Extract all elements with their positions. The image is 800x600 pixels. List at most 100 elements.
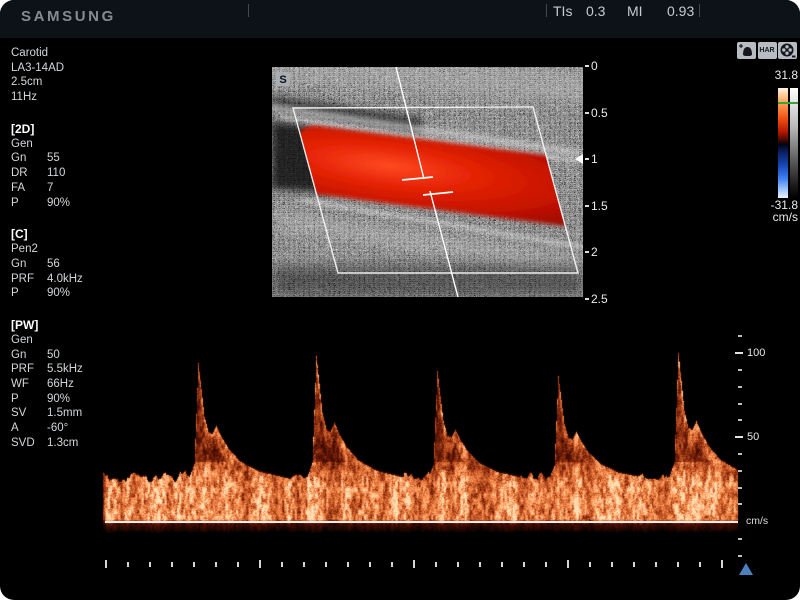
depth-tick [585, 251, 589, 253]
depth-tick [585, 65, 589, 67]
param-value: 90% [47, 392, 71, 405]
param-label: P [11, 392, 19, 405]
velocity-minor-tick [738, 538, 742, 541]
param-label: FA [11, 181, 26, 194]
param-label: Gen [11, 333, 33, 346]
velocity-minor-tick [738, 402, 742, 405]
color-box-outline[interactable] [292, 106, 579, 274]
color-doppler-flow [293, 125, 578, 227]
param-value: 5.5kHz [47, 363, 83, 376]
depth-label: 0 [591, 59, 598, 73]
param-value: 50 [47, 348, 60, 361]
param-row: Gen [11, 137, 107, 152]
timeline-tick [281, 561, 283, 567]
param-value: 56 [47, 257, 60, 270]
timeline-tick [413, 560, 415, 568]
param-row: P 90% [11, 392, 107, 407]
param-label: SVD [11, 436, 35, 449]
param-label: DR [11, 167, 28, 180]
timeline-tick [457, 561, 459, 567]
tis-value: 0.3 [586, 3, 606, 19]
param-row: Gn 55 [11, 151, 107, 166]
samsung-logo: SAMSUNG [21, 8, 116, 25]
timeline-tick [325, 561, 327, 567]
timeline-tick [479, 561, 481, 567]
param-label: Gen [11, 137, 33, 150]
param-value: 90% [47, 196, 71, 209]
param-row: WF 66Hz [11, 377, 107, 392]
param-label: Pen2 [11, 243, 38, 256]
sidebar: Carotid LA3-14AD 2.5cm 11Hz [2D] Gen Gn 55 DR 110… [11, 46, 107, 450]
param-value: -60° [47, 422, 69, 435]
timeline-tick [435, 561, 437, 567]
section-title: [C] [11, 227, 28, 242]
param-row: P 90% [11, 196, 107, 211]
timeline-tick [149, 561, 151, 567]
preset-line: 2.5cm [11, 76, 43, 89]
colorbar-max: 31.8 [774, 68, 798, 82]
orientation-marker: S [279, 74, 286, 86]
param-label: WF [11, 378, 29, 390]
mi-value: 0.93 [667, 3, 695, 19]
param-value: 90% [47, 287, 71, 300]
timeline-tick [171, 561, 173, 567]
param-row: SV 1.5mm [11, 406, 107, 421]
orientation-marker-box [276, 72, 290, 86]
colorbar-unit: cm/s [772, 210, 798, 224]
timeline-tick [545, 561, 547, 567]
timeline-tick [105, 560, 107, 568]
cine-icon[interactable] [778, 42, 797, 59]
param-row: FA 7 [11, 181, 107, 196]
timeline-tick [567, 560, 569, 568]
section-title: [PW] [11, 317, 39, 332]
topbar-divider [546, 4, 547, 17]
focus-marker[interactable] [575, 154, 583, 164]
harmonic-icon[interactable]: HAR [757, 42, 777, 59]
bmode-area: S [272, 67, 583, 297]
param-label: P [11, 287, 19, 300]
timeline-tick [611, 561, 613, 567]
pw-cursor[interactable] [395, 67, 459, 297]
timeline-tick [127, 561, 129, 567]
depth-label: 2.5 [591, 291, 608, 306]
spectral-baseline[interactable] [105, 521, 738, 523]
param-row: Gn 56 [11, 257, 107, 272]
param-label: PRF [11, 272, 34, 285]
timeline-tick [501, 561, 503, 567]
depth-label: 2 [591, 245, 598, 259]
param-value: 1.3cm [47, 436, 79, 449]
timeline-tick [391, 561, 393, 567]
depth-tick [585, 204, 589, 207]
param-row: Pen2 [11, 242, 107, 257]
param-row: PRF 5.5kHz [11, 362, 107, 377]
sample-volume-gate [401, 176, 434, 181]
probe-plus-icon[interactable] [737, 42, 756, 59]
param-value: 110 [47, 167, 66, 180]
velocity-major-tick [735, 436, 743, 438]
depth-tick [585, 158, 589, 160]
depth-label: 0.5 [591, 105, 608, 120]
section-title: [2D] [11, 121, 35, 136]
timeline-tick [369, 561, 371, 567]
colorbar-filter-marker [778, 102, 798, 104]
depth-label: 1 [591, 152, 598, 166]
velocity-minor-tick [738, 335, 742, 338]
param-label: Gn [11, 257, 27, 270]
top-status-bar: SAMSUNG TIs 0.3 MI 0.93 [0, 0, 800, 38]
colorbar-gray-scale [790, 88, 798, 198]
param-value: 7 [47, 181, 54, 194]
param-row: DR 110 [11, 166, 107, 181]
param-value: 1.5mm [47, 407, 83, 420]
cine-position-marker[interactable] [739, 563, 753, 575]
velocity-minor-tick [738, 554, 742, 557]
param-value: 55 [47, 152, 60, 165]
velocity-minor-tick [738, 369, 742, 372]
depth-tick [585, 297, 589, 300]
param-label: PRF [11, 363, 34, 376]
preset-line: Carotid [11, 47, 49, 59]
timeline-tick [655, 561, 657, 567]
spectral-canvas [100, 330, 745, 555]
timeline-tick [303, 561, 305, 567]
param-label: SV [11, 407, 27, 420]
